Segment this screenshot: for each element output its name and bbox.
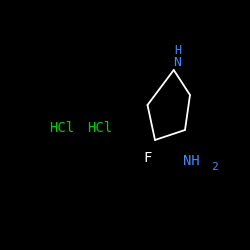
Text: HCl: HCl bbox=[49, 120, 74, 134]
Text: 2: 2 bbox=[211, 162, 218, 172]
Text: F: F bbox=[143, 150, 152, 164]
Text: H: H bbox=[174, 44, 181, 57]
Text: HCl: HCl bbox=[88, 120, 112, 134]
Text: N: N bbox=[174, 56, 182, 69]
Text: NH: NH bbox=[182, 154, 199, 168]
